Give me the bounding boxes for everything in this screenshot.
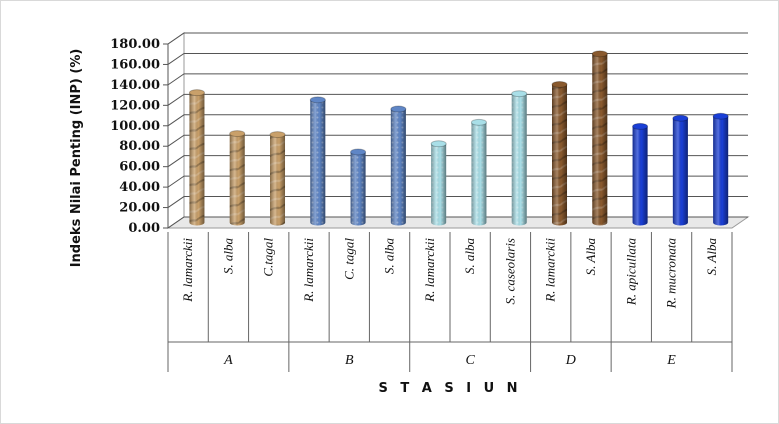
group-label: A — [223, 353, 233, 368]
gridline — [167, 32, 748, 45]
bar — [269, 131, 286, 226]
bar-top — [350, 148, 367, 156]
category-label: R. mucronata — [664, 238, 679, 310]
bar-top — [390, 105, 407, 113]
y-tick-label: 180.00 — [110, 37, 160, 52]
y-tick-label: 0.00 — [128, 221, 160, 236]
gridline — [167, 134, 748, 147]
bar-shade — [552, 84, 568, 226]
y-tick-label: 60.00 — [119, 160, 160, 175]
gridline — [167, 196, 748, 208]
category-label: S. alba — [382, 238, 397, 275]
category-label: S. caseolaris — [502, 238, 517, 304]
bar-shade — [713, 116, 729, 226]
y-tick-label: 20.00 — [119, 201, 160, 216]
bar — [632, 122, 649, 226]
bar-top — [632, 122, 649, 130]
y-tick-label: 120.00 — [110, 98, 160, 113]
category-label: R. lamarckii — [301, 238, 316, 303]
gridline — [167, 52, 748, 65]
category-label: C.tagal — [261, 238, 276, 277]
bar-top — [672, 114, 689, 122]
category-label: C. tagal — [341, 238, 356, 280]
gridline — [167, 93, 748, 106]
category-label: R. apicullata — [623, 238, 638, 307]
bar-shade — [350, 151, 366, 226]
bar — [188, 89, 205, 226]
bar-shade — [390, 109, 406, 226]
bar-top — [309, 96, 326, 104]
bar-shade — [270, 134, 286, 226]
y-tick-label: 140.00 — [110, 78, 160, 93]
bar-shade — [471, 122, 487, 226]
bar — [470, 118, 487, 226]
bar-top — [188, 89, 205, 97]
bar — [390, 105, 407, 226]
gridline — [167, 114, 748, 127]
category-label: S. Alba — [583, 238, 598, 276]
bar-shade — [592, 53, 608, 226]
bar — [712, 112, 729, 226]
y-tick-label: 100.00 — [110, 119, 160, 134]
category-label: S. Alba — [704, 238, 719, 276]
bar — [551, 81, 568, 226]
bar-shade — [229, 133, 245, 226]
bar-top — [591, 50, 608, 58]
bar — [511, 90, 528, 226]
category-label: R. lamarckii — [180, 238, 195, 303]
y-tick-label: 80.00 — [119, 139, 160, 154]
bar-shade — [511, 93, 527, 226]
group-label: E — [666, 353, 676, 368]
group-label: B — [345, 353, 354, 368]
bar-top — [511, 90, 528, 98]
bar-top — [712, 112, 729, 120]
bar — [350, 148, 367, 226]
gridline — [167, 73, 748, 86]
bar-shade — [189, 92, 205, 226]
category-label: S. alba — [220, 238, 235, 275]
bar-top — [229, 130, 246, 138]
category-label: R. lamarckii — [543, 238, 558, 303]
gridline — [167, 155, 748, 168]
bar-top — [551, 81, 568, 88]
bar — [430, 140, 447, 226]
group-label: C — [465, 353, 475, 368]
bar-shade — [632, 126, 648, 226]
bar — [672, 114, 689, 226]
chart-floor — [166, 216, 750, 229]
y-axis-title: Indeks Nilai Penting (INP) (%) — [69, 49, 84, 268]
group-label: D — [565, 353, 576, 368]
bar-top — [430, 140, 447, 148]
bar — [309, 96, 326, 226]
category-label: S. alba — [462, 238, 477, 275]
bar-shade — [431, 143, 447, 226]
gridline — [167, 175, 748, 188]
y-tick-label: 40.00 — [119, 180, 160, 195]
bar — [591, 50, 608, 226]
bar — [229, 130, 246, 226]
bar-shade — [672, 118, 688, 226]
x-axis-title: S T A S I U N — [378, 381, 521, 396]
category-label: R. lamarckii — [422, 238, 437, 303]
y-tick-label: 160.00 — [110, 57, 160, 72]
bar-top — [269, 131, 286, 139]
bar-shade — [310, 99, 326, 226]
bar-top — [470, 118, 487, 126]
